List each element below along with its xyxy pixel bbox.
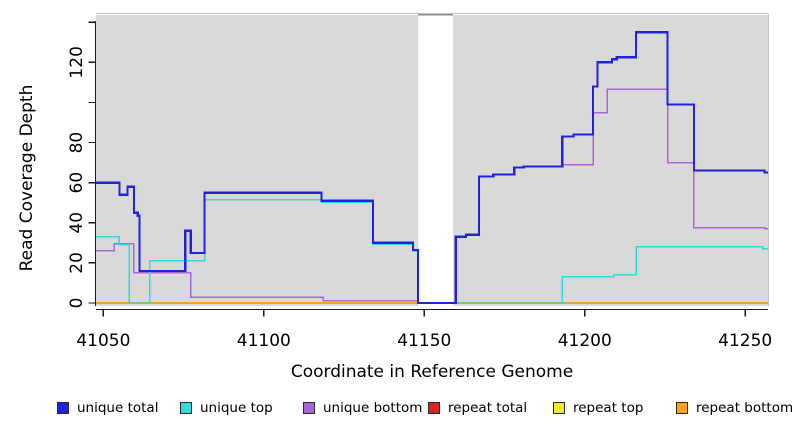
x-axis-title: Coordinate in Reference Genome [290,362,574,382]
masked-region [418,14,454,307]
y-tick-label: 0 [67,298,87,309]
series-line-unique-top [96,198,768,304]
x-tick-label: 41200 [558,331,612,351]
y-tick-label: 20 [67,252,87,274]
x-tick-label: 41250 [718,331,772,351]
series-line-unique-total [96,31,768,305]
y-tick-label: 80 [67,132,87,154]
y-tick-label: 60 [67,172,87,194]
y-axis-title: Read Coverage Depth [17,84,37,272]
y-tick-label: 120 [67,46,87,78]
x-tick-label: 41050 [76,331,130,351]
y-tick-label: 40 [67,212,87,234]
x-tick-label: 41100 [237,331,291,351]
x-tick-label: 41150 [397,331,451,351]
